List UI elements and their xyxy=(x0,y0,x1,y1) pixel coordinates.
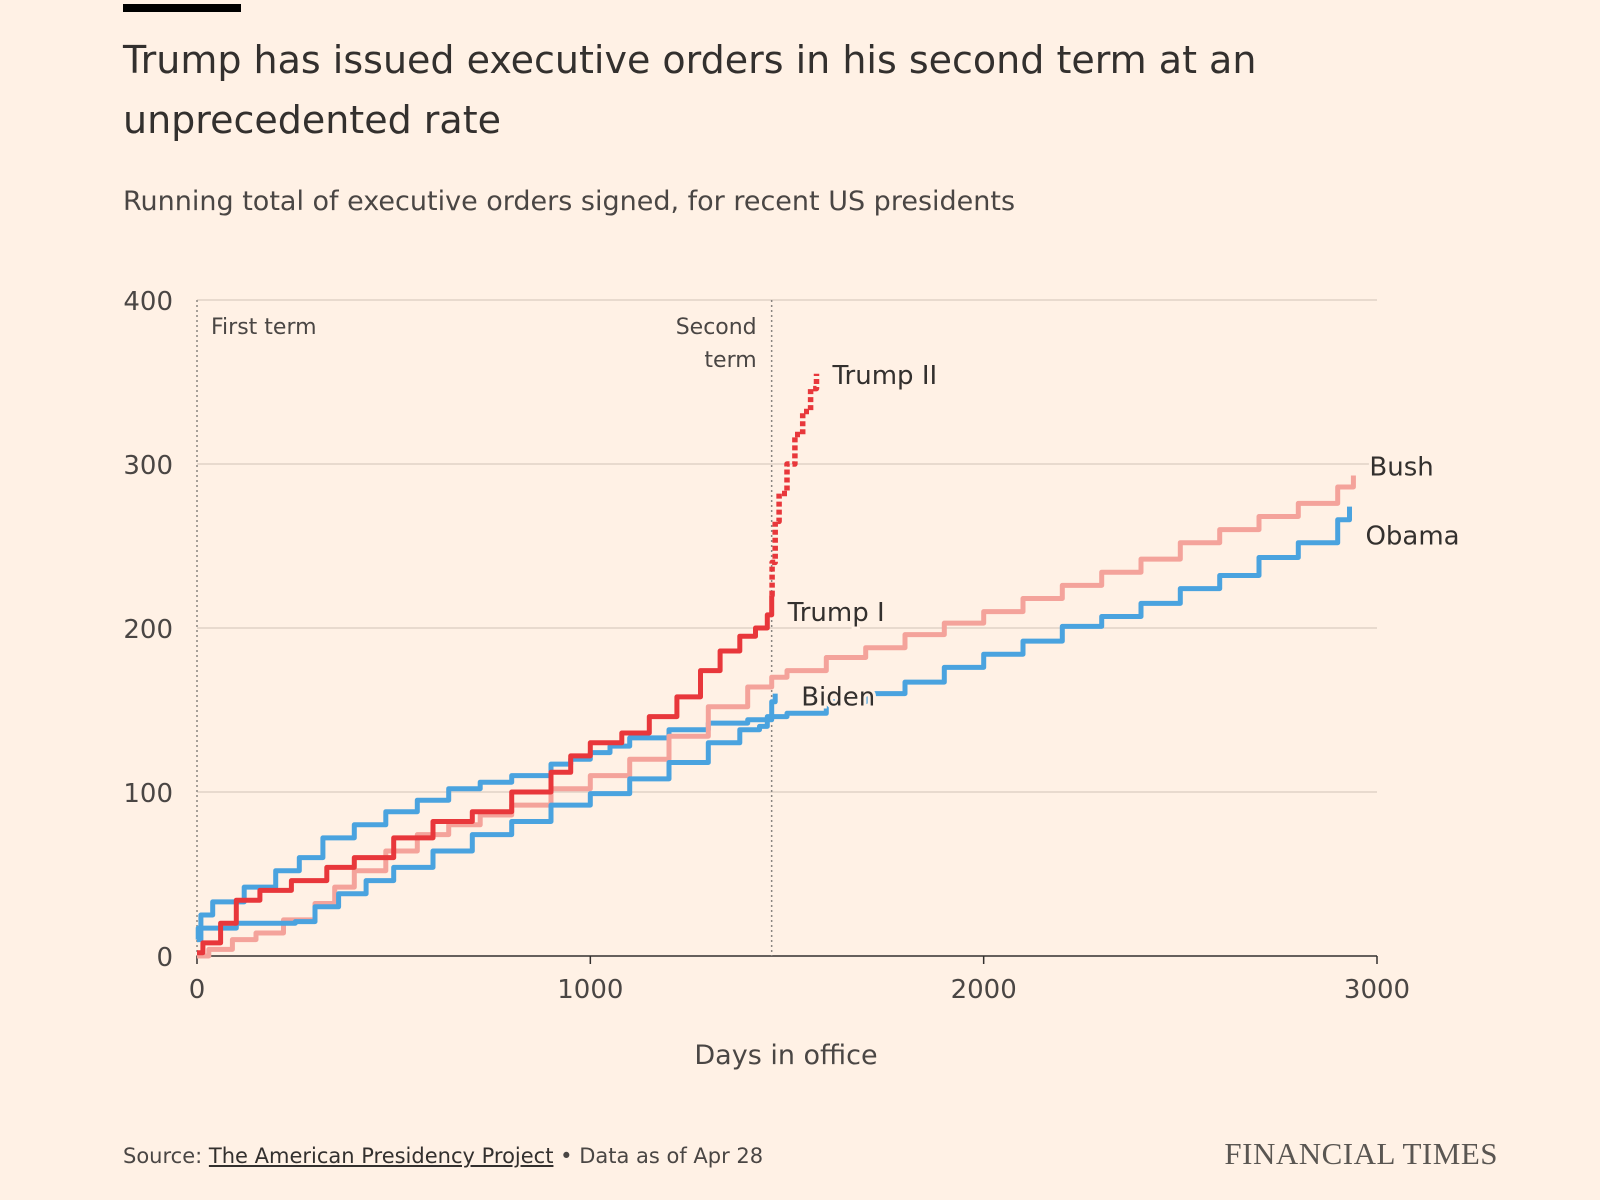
source-link[interactable]: The American Presidency Project xyxy=(208,1144,554,1168)
series-label-trump-ii: Trump II xyxy=(832,361,938,391)
series-line-bush xyxy=(197,475,1356,959)
data-note: Data as of Apr 28 xyxy=(579,1144,764,1168)
series-line-biden xyxy=(195,693,778,943)
series-label-trump-i: Trump I xyxy=(787,598,885,628)
source-footer: Source: The American Presidency Project … xyxy=(123,1144,763,1168)
gridlines xyxy=(197,299,1377,957)
x-tick-label: 1000 xyxy=(557,975,623,1005)
x-tick-label: 2000 xyxy=(951,975,1017,1005)
separator: • xyxy=(553,1144,580,1168)
series-line-trump-ii xyxy=(769,373,820,598)
y-tick-label: 300 xyxy=(123,451,173,481)
series-labels: Obama Bush Biden Trump I Trump II xyxy=(784,358,1463,716)
chart-subtitle: Running total of executive orders signed… xyxy=(123,186,1016,217)
y-tick-label: 100 xyxy=(123,779,173,809)
annotation-first-term: First term xyxy=(211,315,317,340)
series-label-obama: Obama xyxy=(1365,522,1459,552)
series-label-bush: Bush xyxy=(1369,452,1433,482)
line-chart: 0 100 200 300 400 0 1000 2000 3000 First term Se… xyxy=(123,287,1463,1071)
x-tick-label: 0 xyxy=(189,975,206,1005)
chart-title: Trump has issued executive orders in his… xyxy=(123,38,1257,142)
term-reference-lines: First term Second term xyxy=(196,300,773,956)
ft-logo: FINANCIAL TIMES xyxy=(1224,1136,1498,1171)
x-axis-ticks: 0 1000 2000 3000 xyxy=(189,956,1410,1005)
y-axis-ticks: 0 100 200 300 400 xyxy=(123,287,173,973)
y-tick-label: 0 xyxy=(156,943,173,973)
series-lines xyxy=(195,373,1356,959)
x-axis-label: Days in office xyxy=(694,1040,877,1071)
y-tick-label: 400 xyxy=(123,287,173,317)
annotation-second-term: Second term xyxy=(676,315,757,373)
brand-rule xyxy=(123,4,241,12)
x-tick-label: 3000 xyxy=(1344,975,1410,1005)
series-line-trump-i xyxy=(197,595,775,956)
source-prefix: Source: xyxy=(123,1144,209,1168)
y-tick-label: 200 xyxy=(123,615,173,645)
series-label-biden: Biden xyxy=(801,683,875,713)
